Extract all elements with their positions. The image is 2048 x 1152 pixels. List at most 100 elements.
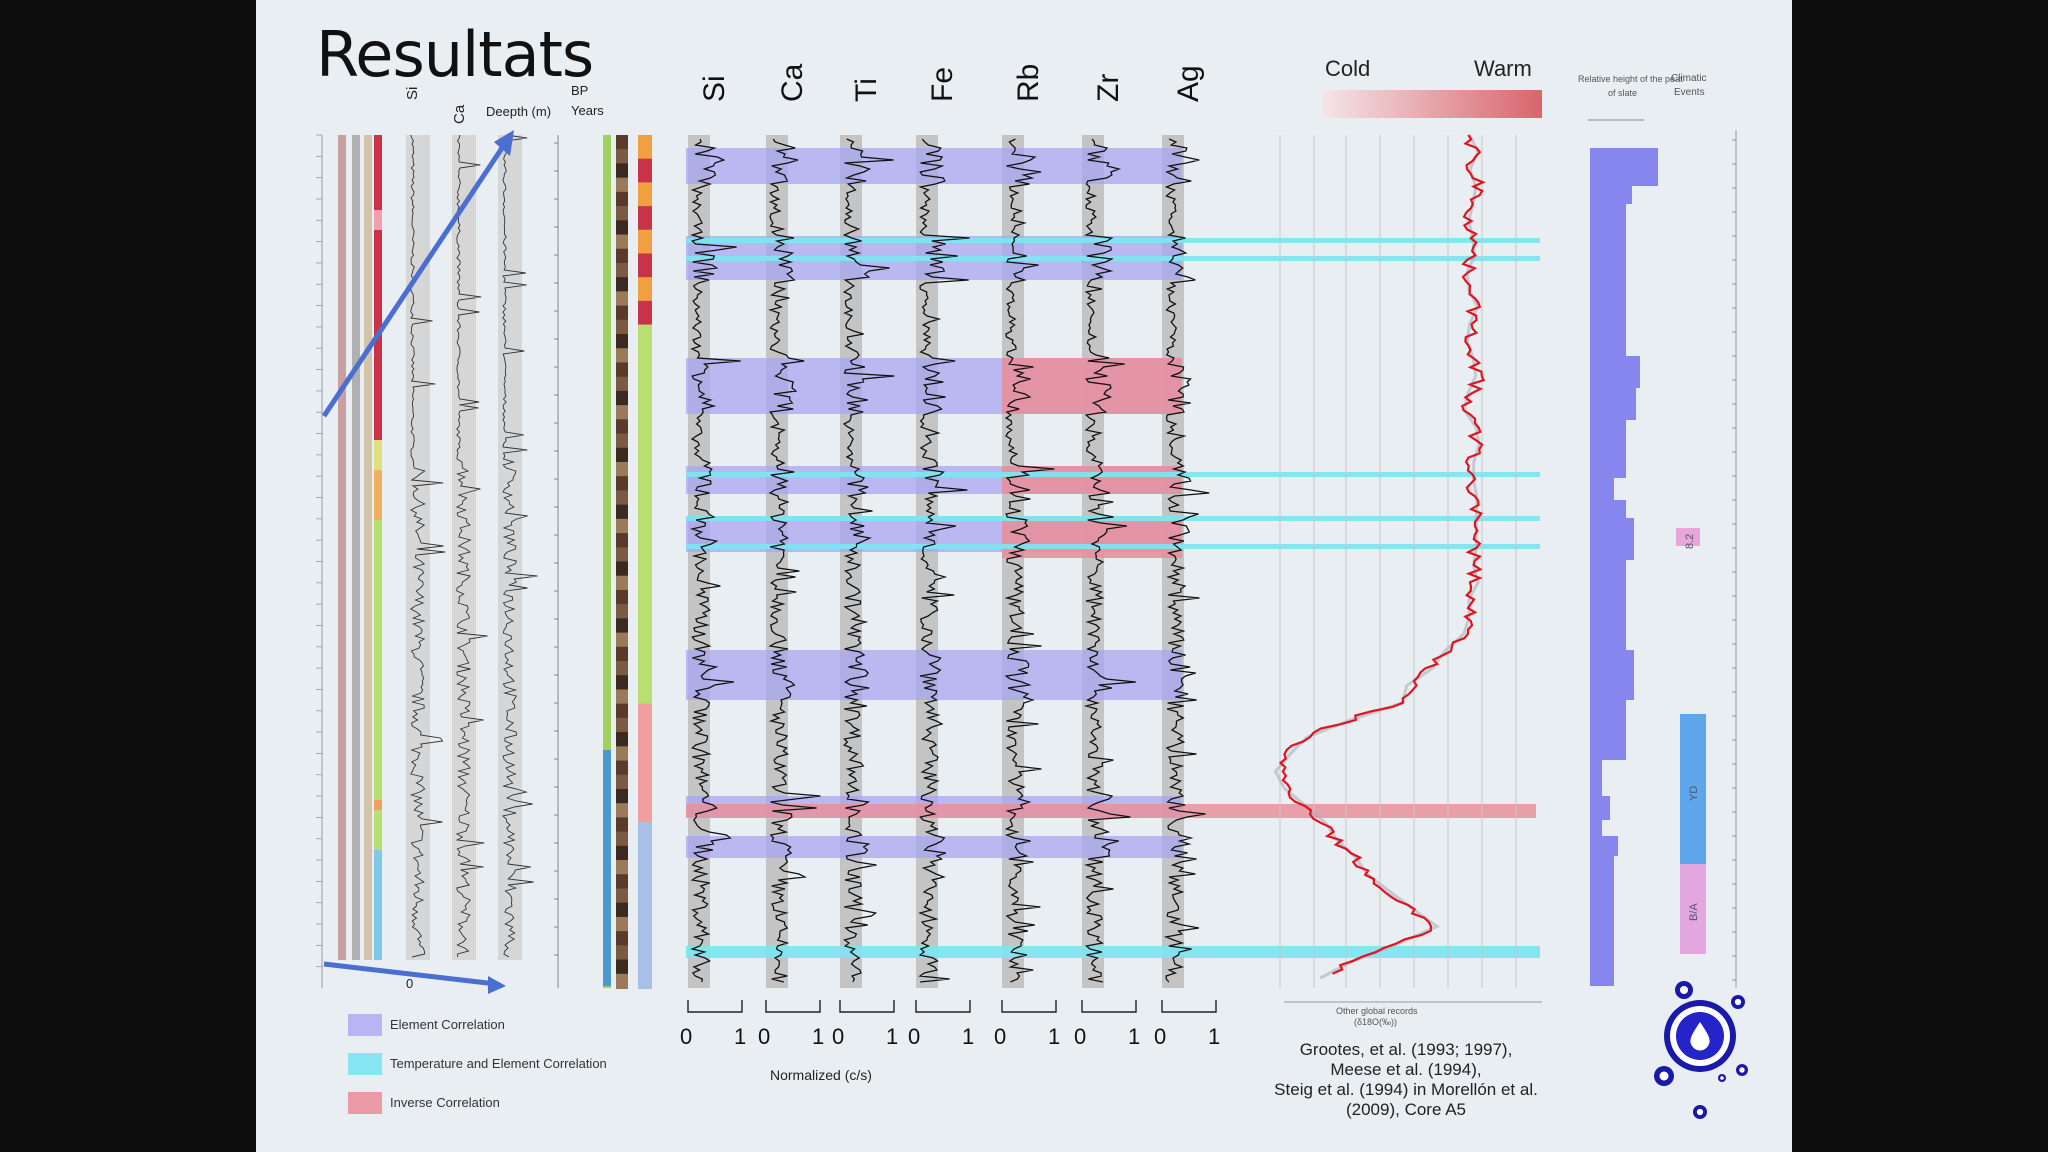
core-image-band <box>616 618 628 634</box>
legend-label: Inverse Correlation <box>390 1095 500 1110</box>
peat-bar <box>1590 478 1614 500</box>
peat-bar <box>1590 560 1626 650</box>
reference-line: (2009), Core A5 <box>1345 1100 1466 1119</box>
core-image-band <box>616 888 628 904</box>
ca-log-curve <box>455 134 488 957</box>
depth-log-bg <box>498 135 522 960</box>
core-image-band <box>616 717 628 734</box>
core-image-band <box>616 220 628 236</box>
events-header: Events <box>1674 87 1705 98</box>
core-image-band <box>616 760 628 776</box>
lith-strip-1-lower <box>603 750 611 986</box>
strat-column <box>352 135 360 960</box>
element-panel-bg <box>1082 135 1104 988</box>
core-image-band <box>616 390 628 407</box>
climatic-event-82 <box>1676 528 1700 546</box>
years-label: Years <box>571 103 604 118</box>
core-image-band <box>616 319 628 336</box>
lith-strip-2-band <box>638 206 652 231</box>
element-curve-si <box>689 138 741 983</box>
log-segment <box>374 210 382 230</box>
legend-label: Element Correlation <box>390 1017 505 1032</box>
temperature-correlation-band <box>686 472 1540 477</box>
cold-warm-bar <box>1322 90 1542 118</box>
lith-strip-2-band <box>638 229 652 255</box>
core-image-band <box>616 177 628 193</box>
core-image-band <box>616 831 628 847</box>
lith-strip-2-band <box>638 490 652 516</box>
peat-bar <box>1590 460 1626 478</box>
logo-bubble-dot <box>1696 1108 1704 1116</box>
core-image-band <box>616 575 628 591</box>
inverse-correlation-band <box>1002 518 1182 558</box>
logo-bubble-dot <box>1679 985 1689 995</box>
core-image-band <box>616 646 628 663</box>
lith-strip-2-band <box>638 182 652 208</box>
core-image-band <box>616 533 628 549</box>
arrow-up-line <box>321 140 509 418</box>
peat-bar <box>1590 650 1634 700</box>
slide-title: Resultats <box>316 18 594 91</box>
element-label-si: Si <box>698 75 731 102</box>
lith-strip-2-band <box>638 158 652 184</box>
temp-xlabel-1: Other global records <box>1336 1006 1418 1016</box>
element-panel-bg <box>840 135 862 988</box>
lith-strip-2-band <box>638 348 652 373</box>
lith-strip-2-band <box>638 869 652 895</box>
left-core-panel <box>316 130 652 994</box>
element-curve-rb <box>1004 138 1055 983</box>
peat-header-2: of slate <box>1608 88 1638 98</box>
temperature-panel <box>1273 90 1542 1003</box>
core-image-band <box>616 149 628 165</box>
axis-tick-zero: 0 <box>994 1024 1006 1049</box>
lith-strip-2-band <box>638 371 652 397</box>
peat-bar <box>1590 700 1626 760</box>
lith-strip-2-band <box>638 916 652 942</box>
element-axis <box>839 1000 895 1013</box>
element-correlation-band <box>686 148 1182 184</box>
log-segment <box>374 135 382 210</box>
peat-bar <box>1590 186 1632 204</box>
core-image-band <box>616 916 628 933</box>
lith-strip-2-band <box>638 561 652 587</box>
peat-bar <box>1590 760 1602 796</box>
arrow-down-line <box>323 961 497 987</box>
core-image-band <box>616 561 628 577</box>
peat-bar <box>1590 518 1634 560</box>
legend-swatch <box>348 1053 382 1075</box>
peat-bar <box>1590 856 1614 986</box>
core-image-band <box>616 803 628 819</box>
core-image-band <box>616 874 628 890</box>
lith-strip-2-band <box>638 277 652 302</box>
core-image-band <box>616 433 628 449</box>
lith-strip-2-band <box>638 395 652 421</box>
lith-strip-2-band <box>638 893 652 918</box>
lith-strip-2-band <box>638 443 652 468</box>
element-axis <box>1001 1000 1057 1013</box>
temp-xlabel-2: (δ18O(‰)) <box>1354 1017 1398 1027</box>
core-image-band <box>616 234 628 250</box>
legend-label: Temperature and Element Correlation <box>390 1056 607 1071</box>
peat-bar <box>1590 796 1610 820</box>
core-image-band <box>616 405 628 421</box>
core-image-band <box>616 959 628 975</box>
core-image-band <box>616 348 628 364</box>
element-label-rb: Rb <box>1012 63 1045 102</box>
element-axis <box>915 1000 971 1013</box>
lith-strip-2-band <box>638 703 652 729</box>
element-axis <box>1081 1000 1137 1013</box>
core-image-band <box>616 334 628 350</box>
axis-tick-one: 1 <box>886 1024 898 1049</box>
lith-strip-2-band <box>638 300 652 326</box>
peat-bar <box>1590 420 1626 460</box>
core-image-band <box>616 362 628 378</box>
lith-strip-1 <box>603 135 611 988</box>
cold-label: Cold <box>1325 56 1371 81</box>
temperature-correlation-band <box>686 516 1540 521</box>
lith-strip-2-band <box>638 632 652 658</box>
lith-strip-2-band <box>638 466 652 492</box>
peat-bar <box>1590 356 1640 388</box>
left-axis-zero: 0 <box>406 976 414 991</box>
peat-height-panel <box>1588 119 1737 988</box>
